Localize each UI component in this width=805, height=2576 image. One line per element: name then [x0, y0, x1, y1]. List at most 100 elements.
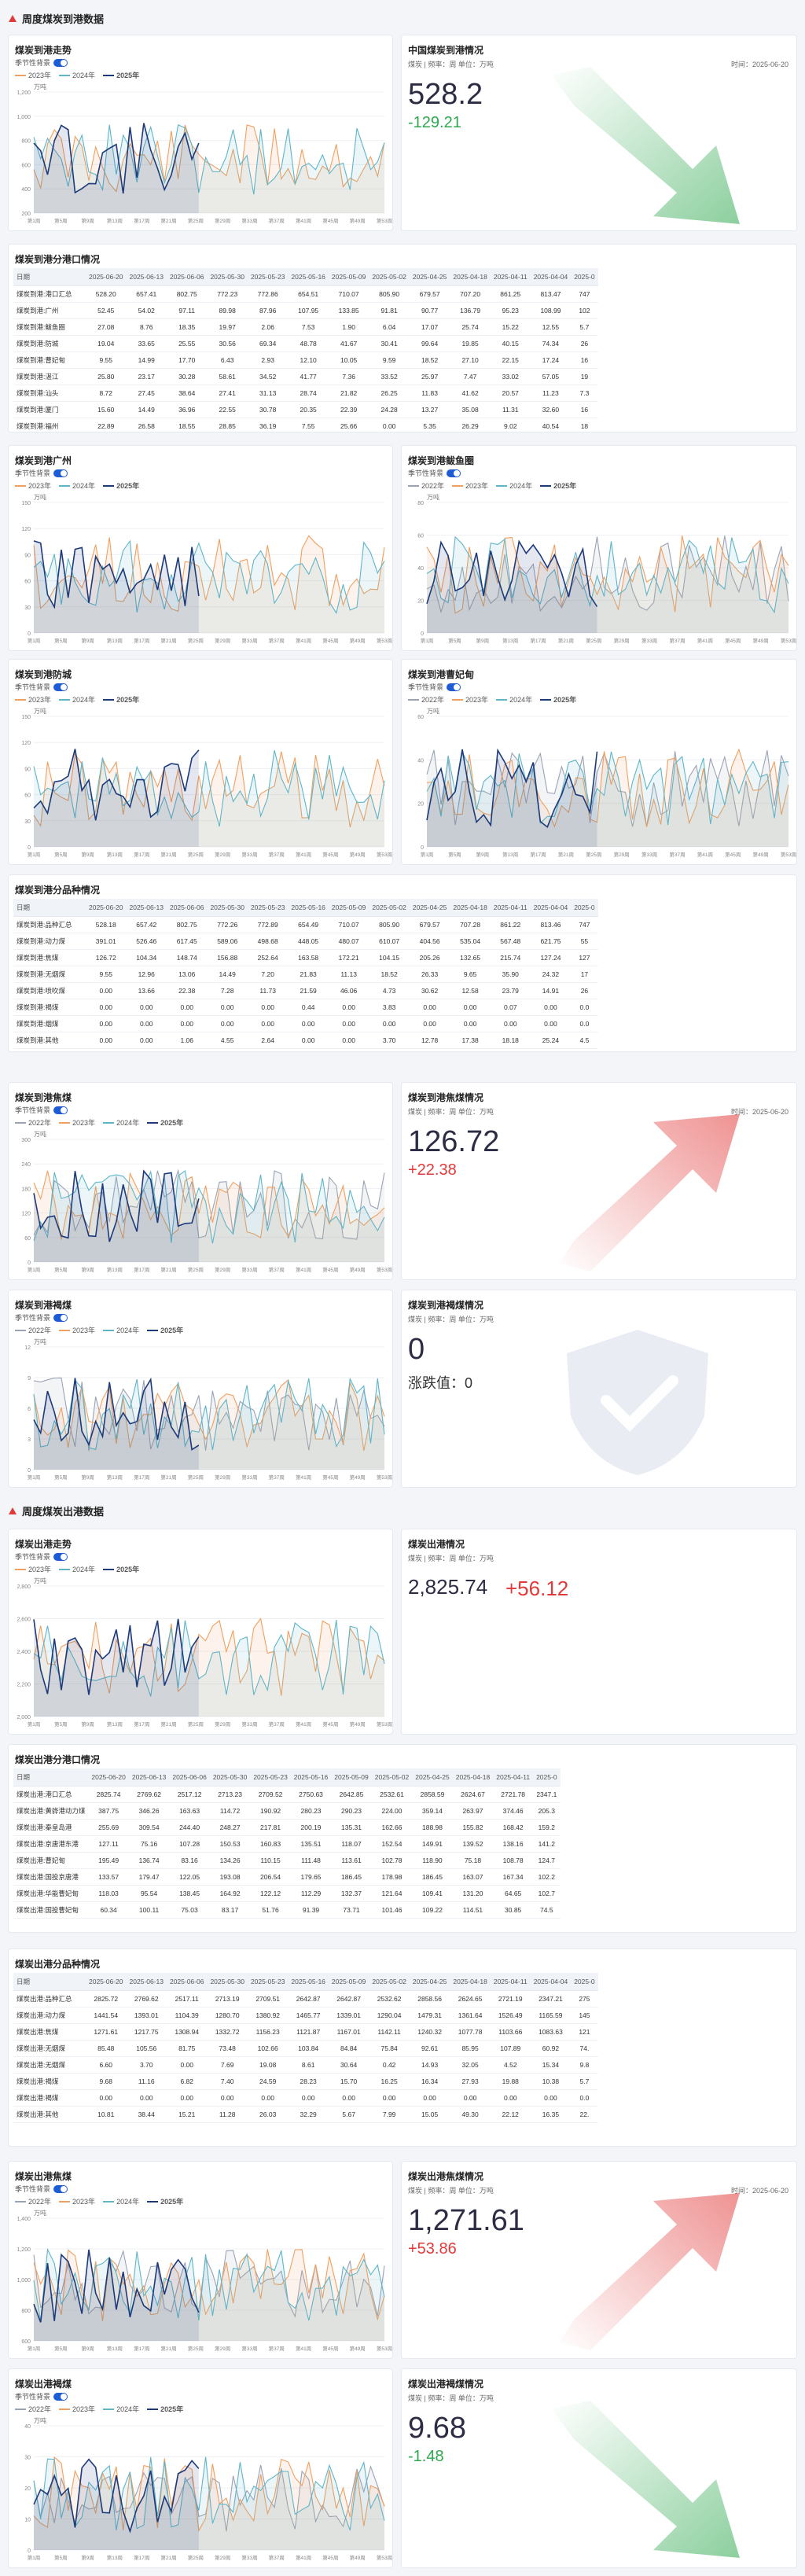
table-cell: 14.91 — [530, 982, 572, 999]
triangle-logo-icon — [9, 1507, 17, 1514]
toggle-switch[interactable] — [53, 1106, 68, 1114]
toggle-switch[interactable] — [53, 2184, 68, 2193]
legend-item[interactable]: 2023年 — [59, 2404, 95, 2414]
seasonal-toggle[interactable]: 季节性背景 — [15, 57, 68, 68]
seasonal-toggle[interactable]: 季节性背景 — [15, 682, 68, 692]
legend-item[interactable]: 2023年 — [59, 1117, 95, 1128]
toggle-switch[interactable] — [53, 1313, 68, 1322]
table-cell: 49.30 — [450, 2106, 491, 2123]
table-cell: 73.71 — [331, 1901, 372, 1919]
table-cell: 26.25 — [369, 385, 410, 402]
seasonal-toggle[interactable]: 季节性背景 — [15, 2184, 68, 2194]
table-cell: 186.45 — [331, 1868, 372, 1886]
column-header: 2025-06-13 — [126, 268, 167, 286]
x-tick-label: 第29周 — [215, 851, 230, 858]
legend-item[interactable]: 2022年 — [408, 480, 444, 491]
toggle-switch[interactable] — [447, 469, 461, 477]
column-header: 2025-04-25 — [409, 899, 450, 917]
table-cell: 7.36 — [328, 368, 369, 385]
legend-item[interactable]: 2022年 — [15, 2404, 51, 2414]
seasonal-toggle[interactable]: 季节性背景 — [15, 2391, 68, 2401]
legend-item[interactable]: 2023年 — [452, 480, 488, 491]
seasonal-toggle[interactable]: 季节性背景 — [408, 468, 461, 478]
table-cell: 535.04 — [450, 933, 491, 950]
table-cell: 69.34 — [247, 335, 289, 352]
table-cell: 567.48 — [490, 933, 531, 950]
table-cell: 141.2 — [533, 1835, 561, 1853]
toggle-switch[interactable] — [53, 58, 68, 67]
table-cell: 179.47 — [128, 1868, 170, 1886]
table-cell: 133.57 — [88, 1868, 129, 1886]
toggle-switch[interactable] — [53, 2392, 68, 2401]
table-cell: 煤炭到港:曹妃甸 — [13, 351, 86, 369]
table-cell: 679.57 — [409, 285, 450, 303]
table-cell: 122.12 — [250, 1885, 291, 1902]
x-tick-label: 第13周 — [107, 217, 123, 224]
x-tick-label: 第25周 — [188, 2345, 204, 2352]
legend-item[interactable]: 2025年 — [103, 480, 139, 491]
series-area — [34, 1379, 384, 1470]
legend-item[interactable]: 2023年 — [15, 70, 51, 80]
legend-item[interactable]: 2025年 — [103, 694, 139, 705]
legend-item[interactable]: 2024年 — [496, 480, 532, 491]
legend-item[interactable]: 2025年 — [147, 2404, 183, 2414]
legend-item[interactable]: 2023年 — [59, 1325, 95, 1335]
legend-item[interactable]: 2025年 — [103, 1564, 139, 1574]
legend-item[interactable]: 2025年 — [540, 480, 576, 491]
seasonal-toggle[interactable]: 季节性背景 — [15, 468, 68, 478]
triangle-logo-icon — [9, 14, 17, 22]
legend-item[interactable]: 2025年 — [147, 2196, 183, 2206]
table-cell: 22.38 — [166, 982, 208, 999]
legend-item[interactable]: 2023年 — [452, 694, 488, 705]
table-cell: 9.68 — [86, 2073, 127, 2090]
table-cell: 99.64 — [409, 335, 450, 352]
legend-item[interactable]: 2025年 — [147, 1117, 183, 1128]
table-cell: 11.28 — [207, 2106, 248, 2123]
legend-item[interactable]: 2024年 — [59, 1564, 95, 1574]
y-tick-label: 3 — [28, 1437, 31, 1443]
x-tick-label: 第33周 — [641, 637, 657, 644]
legend-item[interactable]: 2024年 — [59, 480, 95, 491]
legend-item[interactable]: 2024年 — [103, 1117, 139, 1128]
toggle-switch[interactable] — [53, 469, 68, 477]
legend-item[interactable]: 2023年 — [15, 1564, 51, 1574]
chart-legend: 2022年 2023年 2024年 2025年 — [15, 2404, 183, 2414]
legend-item[interactable]: 2023年 — [15, 694, 51, 705]
legend-item[interactable]: 2022年 — [408, 694, 444, 705]
table-cell: 75.84 — [369, 2040, 410, 2057]
legend-item[interactable]: 2025年 — [103, 70, 139, 80]
x-tick-label: 第5周 — [54, 2554, 68, 2561]
toggle-switch[interactable] — [447, 683, 461, 691]
legend-item[interactable]: 2024年 — [496, 694, 532, 705]
table-cell: 33.65 — [126, 335, 167, 352]
table-cell: 0.00 — [126, 1032, 167, 1049]
legend-item[interactable]: 2024年 — [103, 1325, 139, 1335]
x-tick-label: 第21周 — [160, 217, 176, 224]
legend-item[interactable]: 2025年 — [147, 1325, 183, 1335]
x-tick-label: 第5周 — [54, 1474, 68, 1481]
legend-item[interactable]: 2025年 — [540, 694, 576, 705]
table-cell: 煤炭到港:无烟煤 — [13, 966, 86, 983]
legend-item[interactable]: 2024年 — [59, 694, 95, 705]
seasonal-toggle[interactable]: 季节性背景 — [15, 1105, 68, 1115]
legend-item[interactable]: 2022年 — [15, 2196, 51, 2206]
column-header: 2025-06-20 — [86, 268, 127, 286]
legend-item[interactable]: 2023年 — [59, 2196, 95, 2206]
x-tick-label: 第17周 — [134, 637, 149, 644]
legend-item[interactable]: 2023年 — [15, 480, 51, 491]
legend-item[interactable]: 2024年 — [103, 2196, 139, 2206]
table-cell: 0.07 — [490, 999, 531, 1016]
legend-item[interactable]: 2024年 — [103, 2404, 139, 2414]
table-cell: 26.58 — [126, 418, 167, 432]
y-tick-label: 240 — [21, 1162, 31, 1168]
seasonal-toggle[interactable]: 季节性背景 — [408, 682, 461, 692]
column-header: 2025-04-18 — [450, 1973, 491, 1991]
legend-item[interactable]: 2022年 — [15, 1117, 51, 1128]
seasonal-toggle[interactable]: 季节性背景 — [15, 1312, 68, 1323]
legend-item[interactable]: 2022年 — [15, 1325, 51, 1335]
legend-item[interactable]: 2024年 — [59, 70, 95, 80]
toggle-switch[interactable] — [53, 683, 68, 691]
seasonal-toggle[interactable]: 季节性背景 — [15, 1551, 68, 1562]
toggle-switch[interactable] — [53, 1552, 68, 1561]
